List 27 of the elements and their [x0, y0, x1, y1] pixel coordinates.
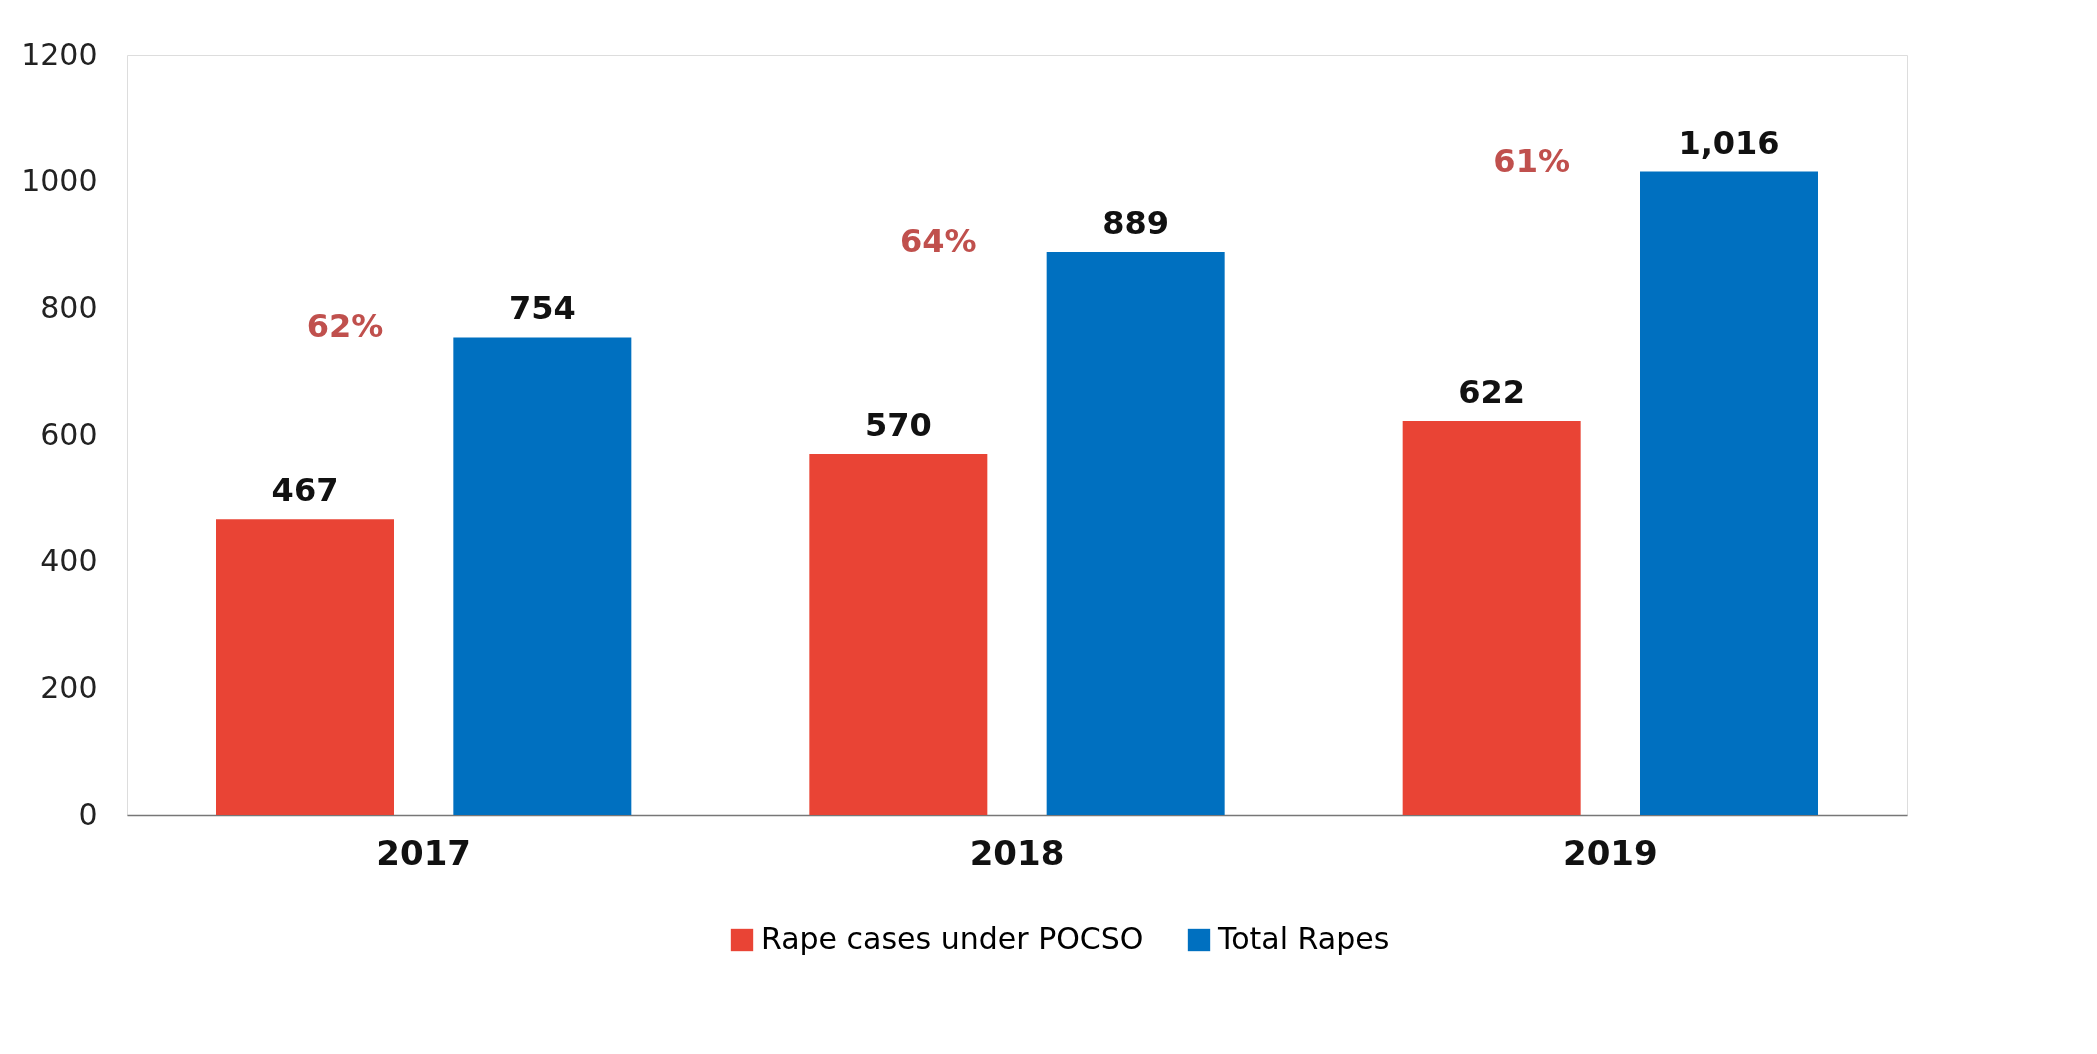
y-tick-label: 400	[40, 543, 98, 579]
y-tick-label: 600	[40, 416, 98, 452]
bar	[1402, 421, 1581, 815]
legend-label: Total Rapes	[1217, 921, 1390, 956]
y-tick-label: 200	[40, 669, 98, 705]
annotation: 62%	[306, 307, 384, 346]
bar	[216, 519, 394, 815]
y-tick-label: 800	[40, 289, 98, 325]
annotation: 64%	[900, 221, 977, 260]
data-label: 1,016	[1678, 123, 1780, 162]
bar	[453, 337, 632, 815]
bar	[809, 454, 988, 815]
y-tick-label: 0	[78, 796, 98, 832]
bar	[1046, 251, 1225, 815]
x-tick-label: 2017	[376, 832, 471, 873]
y-tick-label: 1000	[21, 163, 98, 199]
data-label: 570	[864, 406, 932, 444]
bar	[1640, 171, 1818, 815]
legend-label: Rape cases under POCSO	[761, 921, 1144, 956]
data-label: 622	[1458, 373, 1526, 412]
x-tick-label: 2018	[969, 832, 1065, 873]
y-tick-label: 1200	[21, 36, 98, 72]
data-label: 889	[1102, 203, 1170, 242]
x-tick-label: 2019	[1563, 832, 1658, 873]
data-label: 754	[508, 289, 576, 328]
data-label: 467	[271, 471, 339, 510]
annotation: 61%	[1493, 141, 1570, 180]
